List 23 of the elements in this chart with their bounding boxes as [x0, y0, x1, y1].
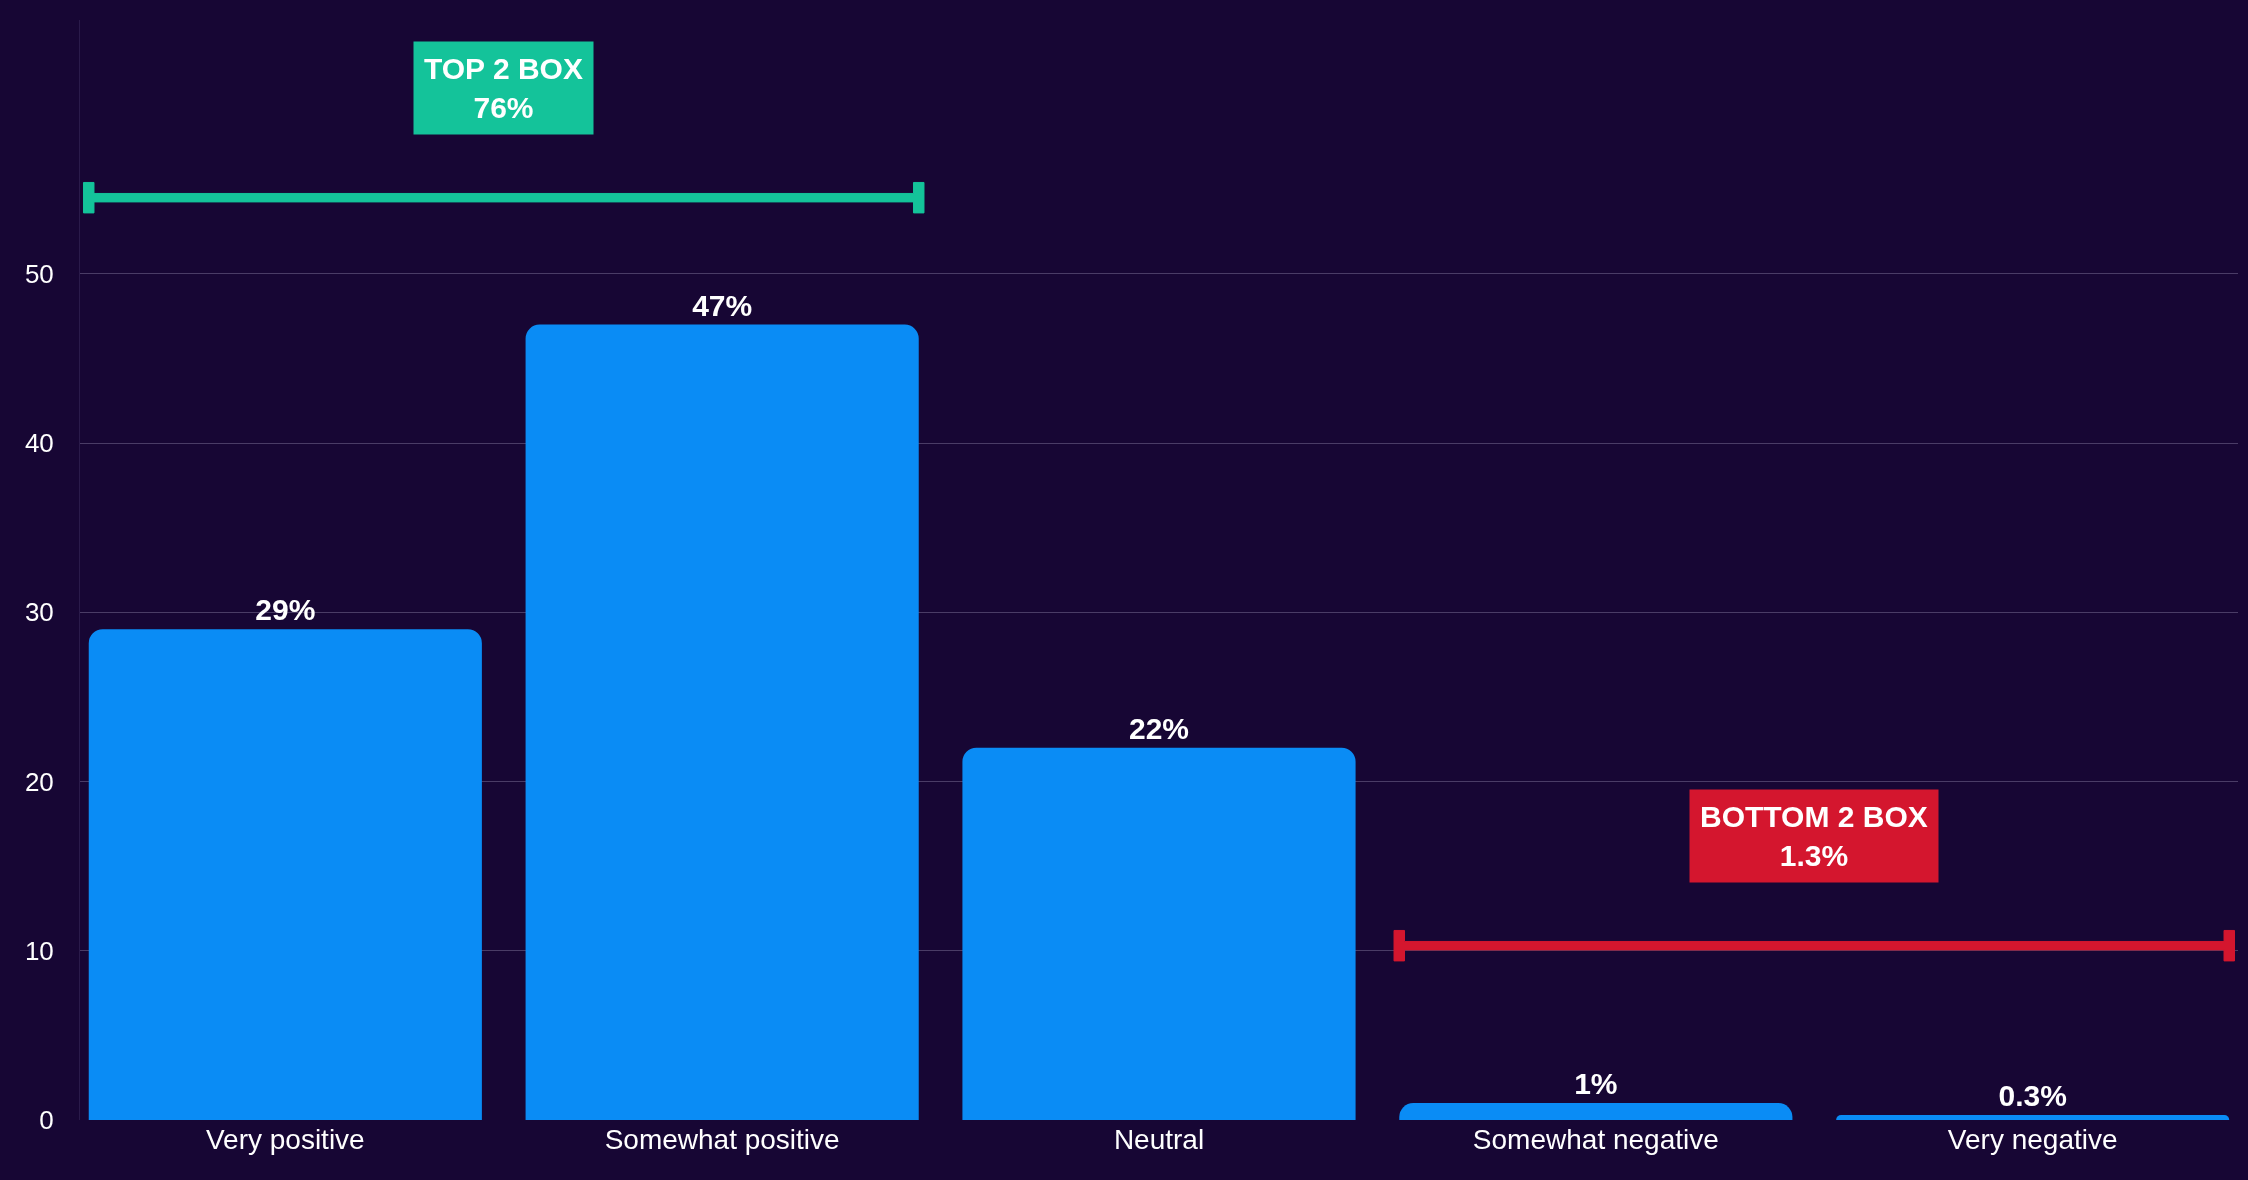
y-tick-label: 20 — [24, 766, 54, 797]
data-label: 47% — [692, 288, 753, 322]
band-label: BOTTOM 2 BOX 1.3% — [1700, 800, 1928, 872]
x-tick-label: Neutral — [1113, 1124, 1205, 1155]
x-tick-label: Very negative — [1947, 1124, 2118, 1155]
bar — [525, 324, 919, 1120]
data-label: 29% — [255, 593, 316, 627]
bar — [1836, 1114, 2230, 1120]
x-tick-label: Somewhat positive — [604, 1124, 840, 1155]
bar — [962, 747, 1356, 1120]
x-tick-label: Very positive — [205, 1124, 365, 1155]
band-label: TOP 2 BOX 76% — [424, 52, 583, 124]
data-label: 0.3% — [1998, 1078, 2067, 1112]
y-tick-label: 10 — [24, 935, 54, 966]
data-label: 1% — [1574, 1067, 1618, 1101]
bar — [88, 629, 482, 1120]
bar — [1399, 1103, 1793, 1120]
y-tick-label: 40 — [24, 428, 54, 459]
data-label: 22% — [1128, 711, 1190, 745]
y-tick-label: 0 — [39, 1105, 54, 1136]
x-tick-label: Somewhat negative — [1472, 1124, 1719, 1155]
y-tick-label: 30 — [24, 597, 54, 628]
y-tick-label: 50 — [24, 258, 54, 289]
